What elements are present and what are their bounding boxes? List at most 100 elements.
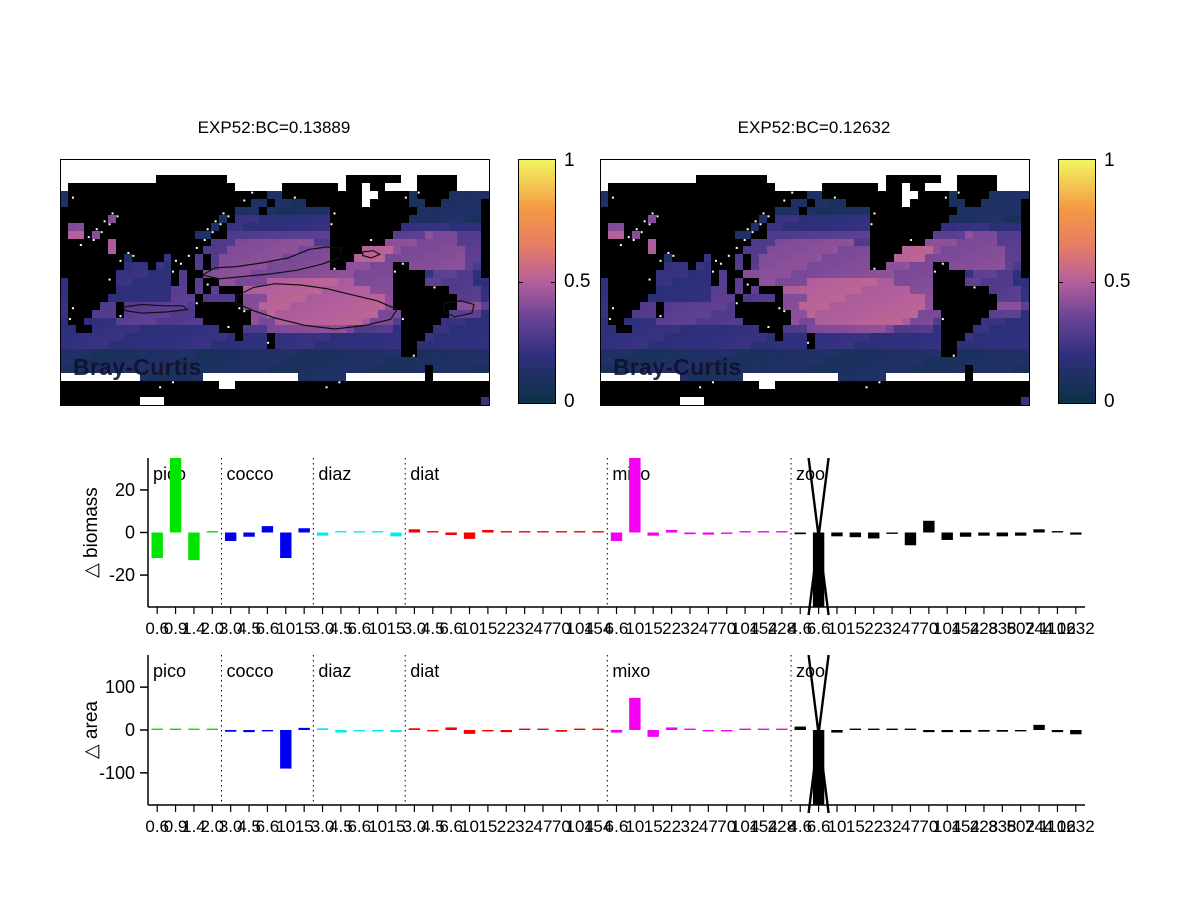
x-tick-label: 4.5 [421,619,445,638]
bar-diat-32 [518,728,531,730]
x-tick-label: 104 [731,619,759,638]
bar-mixo-32 [684,728,696,730]
y-tick-label: 100 [105,677,135,697]
x-tick-label: 104 [933,817,961,836]
bar-zoo-338 [996,730,1009,732]
x-tick-label: 47 [699,817,718,836]
x-tick-label: 15 [846,817,865,836]
x-tick-label: 228 [768,817,796,836]
bar-mixo-15 [647,730,659,737]
bar-zoo-1102 [1051,730,1064,733]
bar-mixo-228 [776,728,788,730]
x-tick-label: 338 [988,619,1016,638]
colorbar-right: 1 0.5 0 [1058,150,1130,412]
colorbar-gradient-right [1058,159,1096,404]
x-tick-label: 15 [644,817,663,836]
bar-diaz-6.6 [353,730,365,732]
bar-diaz-3.0 [316,532,329,536]
bar-zoo-47 [904,532,917,546]
group-label-cocco: cocco [226,661,273,681]
x-tick-label: 32 [883,817,902,836]
bc-contour-1 [235,283,398,330]
x-tick-label: 15 [387,817,406,836]
x-tick-label: 15 [478,619,497,638]
x-tick-label: 154 [951,619,979,638]
bar-cocco-6.6 [261,526,274,533]
group-label-mixo: mixo [612,661,650,681]
x-tick-label: 47 [901,619,920,638]
x-tick-label: 22 [864,619,883,638]
bar-zoo-4.6 [794,726,806,730]
bray-curtis-map-right [601,160,1029,405]
bar-zoo-15 [849,532,862,538]
x-tick-label: 4.6 [788,817,812,836]
x-tick-label: 502 [1007,817,1035,836]
bar-diat-3.0 [408,529,421,533]
x-tick-label: 228 [768,619,796,638]
bar-pico-0.6 [151,532,163,559]
bar-zoo-10 [831,730,843,733]
x-tick-label: 47 [534,817,553,836]
offscale-marker [807,654,830,814]
bar-diat-6.6 [445,727,457,730]
x-tick-label: 22 [497,619,516,638]
x-tick-label: 0.9 [164,619,188,638]
bar-zoo-1632 [1070,532,1082,535]
x-tick-label: 15 [846,619,865,638]
bar-diat-22 [500,730,512,733]
map-panel-right: Bray-Curtis [600,159,1030,406]
bar-pico-0.9 [169,458,182,533]
x-tick-label: 0.9 [164,817,188,836]
x-tick-label: 338 [988,817,1016,836]
bar-mixo-32 [684,532,696,535]
bar-zoo-22 [868,532,880,539]
x-tick-label: 70 [552,817,571,836]
x-tick-label: 1.4 [182,619,206,638]
x-tick-label: 228 [970,817,998,836]
bar-diat-22 [500,531,512,533]
x-tick-label: 3.0 [219,619,243,638]
x-tick-label: 70 [717,817,736,836]
bray-curtis-map-left [61,160,489,405]
x-tick-label: 1632 [1057,619,1095,638]
x-tick-label: 154 [584,619,612,638]
bar-mixo-47 [702,532,715,535]
bar-diat-104 [574,728,586,730]
x-tick-label: 0.6 [145,817,169,836]
x-tick-label: 502 [1007,619,1035,638]
x-tick-label: 15 [478,817,497,836]
y-tick-label: 0 [125,720,135,740]
bc-contour-4 [362,250,382,259]
x-tick-label: 0.6 [145,619,169,638]
x-tick-label: 3.0 [311,817,335,836]
bar-cocco-10 [280,532,292,559]
x-tick-label: 1102 [1039,619,1076,638]
x-tick-label: 6.6 [347,619,371,638]
map-title-left: EXP52:BC=0.13889 [197,118,351,137]
map-title-right: EXP52:BC=0.12632 [737,118,891,137]
x-tick-label: 32 [883,619,902,638]
bar-zoo-154 [959,730,972,733]
bar-zoo-744 [1033,529,1045,533]
x-tick-label: 47 [534,619,553,638]
bar-mixo-70 [721,730,733,732]
bar-diat-70 [555,531,568,533]
x-tick-label: 228 [970,619,998,638]
bar-diaz-3.0 [316,728,329,730]
bar-zoo-228 [978,730,990,732]
bar-zoo-47 [904,728,917,730]
bar-zoo-104 [941,532,953,540]
x-tick-label: 15 [295,619,314,638]
bar-mixo-10 [629,458,641,533]
y-tick-label: 0 [125,523,135,543]
x-tick-label: 70 [919,619,938,638]
bar-pico-0.6 [151,728,163,730]
bar-pico-2.0 [206,728,218,730]
x-tick-label: 104 [566,817,594,836]
y-tick-label: 20 [115,480,135,500]
x-tick-label: 154 [951,817,979,836]
x-tick-label: 4.5 [237,817,261,836]
x-tick-label: 32 [681,619,700,638]
